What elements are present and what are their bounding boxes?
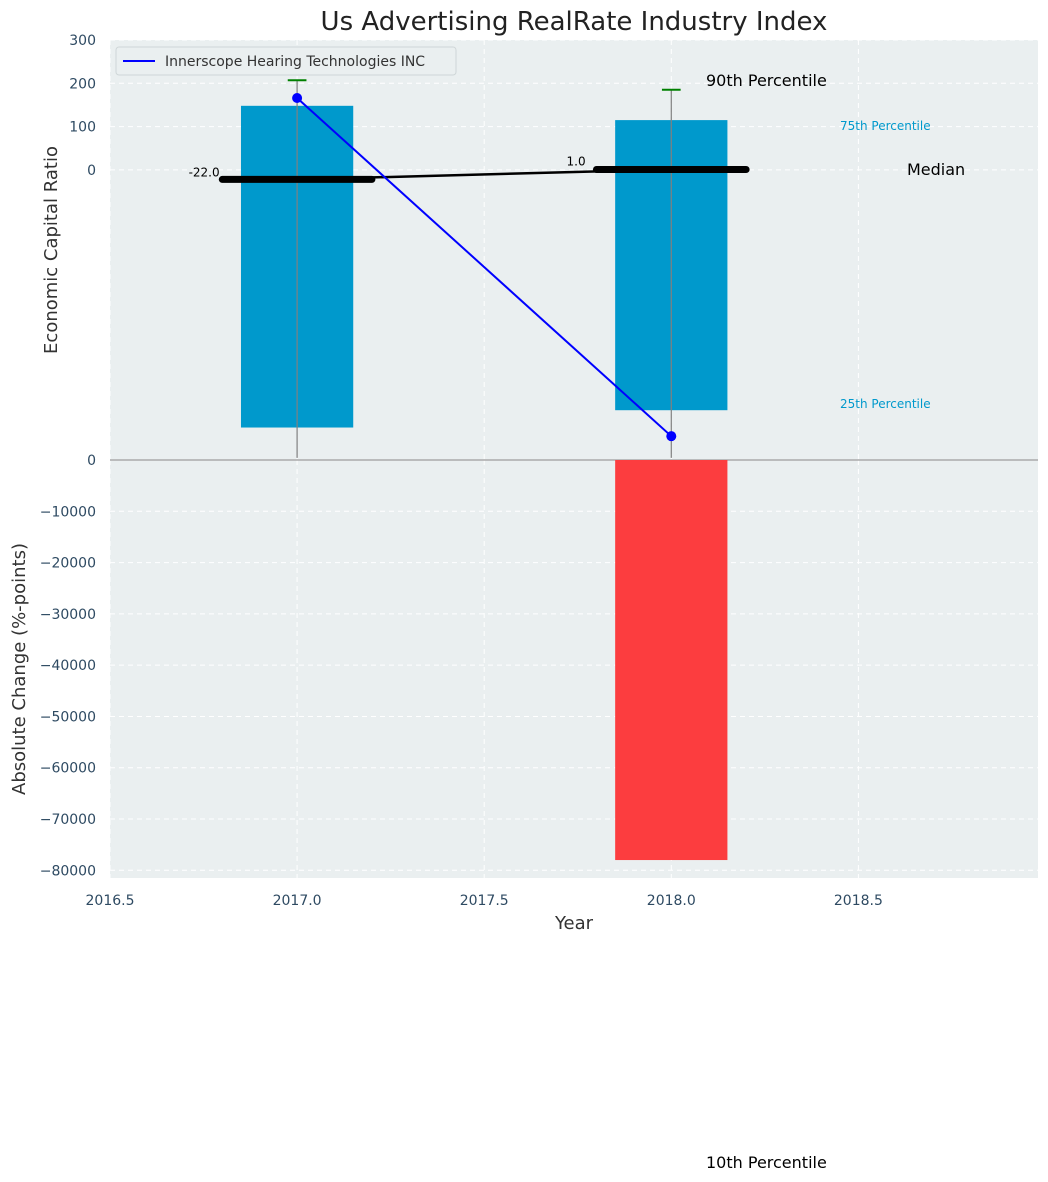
bottom-y-tick-label: −30000 bbox=[40, 607, 96, 623]
top-y-axis-label: Economic Capital Ratio bbox=[41, 146, 62, 354]
legend-label: Innerscope Hearing Technologies INC bbox=[165, 54, 425, 70]
top-y-tick-label: 0 bbox=[87, 163, 96, 179]
top-marks: -22.0 1.0 bbox=[189, 79, 750, 458]
p25-annotation: 25th Percentile bbox=[840, 397, 931, 411]
x-axis-label: Year bbox=[554, 913, 594, 934]
bottom-y-tick-label: −10000 bbox=[40, 504, 96, 520]
x-tick-label: 2018.5 bbox=[834, 893, 883, 909]
top-y-tick-label: 100 bbox=[69, 120, 96, 136]
company-line bbox=[296, 97, 672, 437]
bottom-plot-area bbox=[110, 460, 1038, 878]
p75-annotation: 75th Percentile bbox=[840, 119, 931, 133]
bottom-y-tick-label: 0 bbox=[87, 453, 96, 469]
median-annotation: Median bbox=[907, 160, 965, 179]
x-tick-label: 2017.0 bbox=[273, 893, 322, 909]
p10-annotation: 10th Percentile bbox=[706, 1153, 827, 1172]
bottom-y-tick-label: −20000 bbox=[40, 556, 96, 572]
bottom-y-ticks: 0 −10000 −20000 −30000 −40000 −50000 −60000 −70… bbox=[40, 453, 96, 879]
legend: Innerscope Hearing Technologies INC bbox=[115, 46, 457, 76]
bottom-y-axis-label: Absolute Change (%-points) bbox=[9, 543, 30, 795]
x-tick-label: 2017.5 bbox=[460, 893, 509, 909]
x-ticks: 2016.5 2017.0 2017.5 2018.0 2018.5 bbox=[86, 893, 883, 909]
bottom-grid bbox=[109, 459, 1038, 878]
median-value-label: 1.0 bbox=[567, 154, 586, 168]
top-panel: 300 200 100 0 -22.0 1.0 Economic Capital Rat… bbox=[41, 33, 1038, 460]
bottom-y-tick-label: −50000 bbox=[40, 709, 96, 725]
bottom-panel: 0 −10000 −20000 −30000 −40000 −50000 −60000 −70… bbox=[9, 453, 1038, 879]
chart-title: Us Advertising RealRate Industry Index bbox=[321, 7, 828, 37]
bottom-y-tick-label: −80000 bbox=[40, 863, 96, 879]
company-point bbox=[292, 93, 303, 104]
p90-annotation: 90th Percentile bbox=[706, 71, 827, 90]
percentile-annotations: 90th Percentile 75th Percentile Median 2… bbox=[706, 71, 965, 1172]
bottom-y-tick-label: −70000 bbox=[40, 812, 96, 828]
x-tick-label: 2016.5 bbox=[86, 893, 135, 909]
bottom-marks bbox=[110, 459, 1038, 861]
change-bar bbox=[615, 460, 728, 861]
legend-box bbox=[115, 46, 457, 76]
x-tick-label: 2018.0 bbox=[647, 893, 696, 909]
bottom-y-tick-label: −40000 bbox=[40, 658, 96, 674]
company-point bbox=[666, 431, 677, 442]
bottom-y-tick-label: −60000 bbox=[40, 761, 96, 777]
top-y-ticks: 300 200 100 0 bbox=[69, 33, 96, 179]
top-y-tick-label: 300 bbox=[69, 33, 96, 49]
median-value-label: -22.0 bbox=[189, 165, 220, 179]
top-y-tick-label: 200 bbox=[69, 76, 96, 92]
